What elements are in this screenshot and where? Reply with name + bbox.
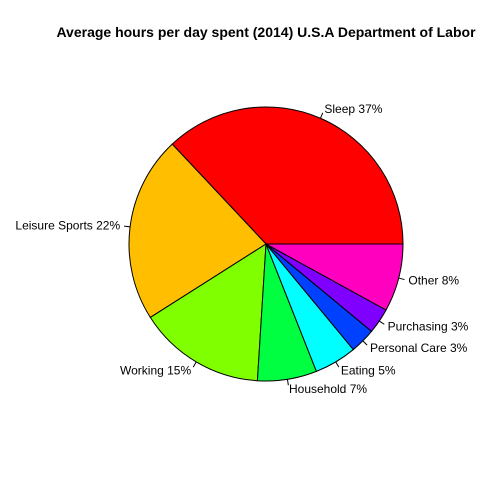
- pie-labels: Sleep 37% Leisure Sports 22% Working 15% Ho…: [15, 102, 468, 396]
- pie-label-tick: [124, 225, 131, 228]
- pie-slice: [265, 243, 404, 311]
- pie-slice-label: Household 7%: [289, 382, 367, 396]
- pie-label-tick: [286, 379, 289, 386]
- pie-slice-label: Eating 5%: [341, 364, 396, 378]
- pie-slice-label: Purchasing 3%: [388, 320, 469, 334]
- pie-slices: [128, 106, 404, 382]
- pie-label-tick: [192, 361, 197, 368]
- pie-slice-label: Working 15%: [120, 364, 191, 378]
- pie-slice-label: Leisure Sports 22%: [15, 219, 120, 233]
- pie-slice-label: Sleep 37%: [324, 102, 382, 116]
- pie-label-tick: [319, 112, 324, 119]
- pie-label-tick: [335, 361, 340, 368]
- pie-label-tick: [362, 340, 368, 346]
- pie-slice-label: Other 8%: [408, 274, 459, 288]
- pie-label-tick: [379, 320, 385, 325]
- pie-slice: [171, 106, 404, 245]
- pie-slice-label: Personal Care 3%: [370, 341, 468, 355]
- pie-label-tick: [398, 277, 405, 281]
- chart-title: Average hours per day spent (2014) U.S.A…: [56, 24, 476, 40]
